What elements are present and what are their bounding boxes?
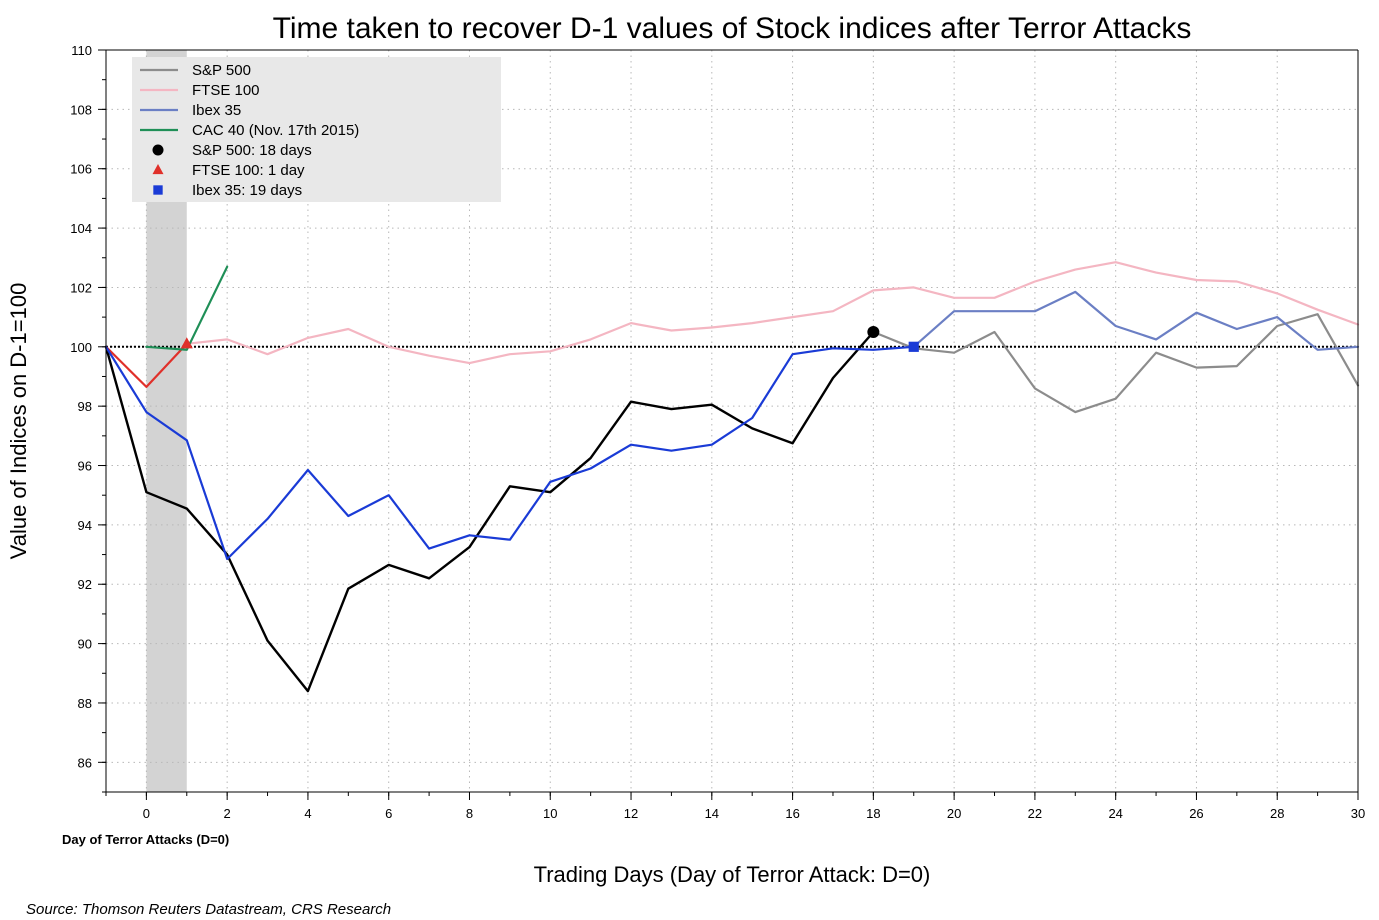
marker-layer <box>180 325 919 352</box>
x-tick-label: 20 <box>947 806 961 821</box>
x-tick-label: 28 <box>1270 806 1284 821</box>
x-tick-label: 30 <box>1351 806 1365 821</box>
series-line-0-1 <box>872 313 1360 414</box>
axes: 0 2 4 6 8 10 12 14 16 18 20 22 24 26 28 308688909294969… <box>70 43 1365 821</box>
y-tick-label: 100 <box>70 340 92 355</box>
y-tick-label: 110 <box>71 43 92 58</box>
legend-label: S&P 500: 18 days <box>192 142 312 159</box>
legend-label: Ibex 35: 19 days <box>192 182 302 199</box>
y-tick-label: 94 <box>78 518 92 533</box>
data-marker-0 <box>867 325 880 338</box>
x-tick-label: 16 <box>785 806 799 821</box>
chart-title: Time taken to recover D-1 values of Stoc… <box>273 12 1192 45</box>
x-tick-label: 8 <box>466 806 473 821</box>
legend-box <box>132 57 501 202</box>
x-axis-label: Trading Days (Day of Terror Attack: D=0) <box>534 862 931 887</box>
x-tick-label: 6 <box>385 806 392 821</box>
legend-label: CAC 40 (Nov. 17th 2015) <box>192 122 359 139</box>
y-tick-label: 98 <box>78 399 92 414</box>
y-tick-label: 106 <box>70 162 92 177</box>
x-tick-label: 2 <box>224 806 231 821</box>
series-line-1-0 <box>104 342 188 388</box>
x-tick-label: 26 <box>1189 806 1203 821</box>
series-layer <box>104 261 1360 693</box>
y-tick-label: 108 <box>70 102 92 117</box>
data-marker-1 <box>180 337 193 349</box>
series-line-3-0 <box>145 265 229 351</box>
y-tick-label: 86 <box>78 755 92 770</box>
y-tick-label: 88 <box>78 696 92 711</box>
legend-marker <box>153 185 163 195</box>
x-tick-label: 14 <box>705 806 719 821</box>
y-tick-label: 92 <box>78 577 92 592</box>
series-line-1-1 <box>185 261 1360 365</box>
attack-day-note: Day of Terror Attacks (D=0) <box>62 832 229 847</box>
x-tick-label: 4 <box>304 806 311 821</box>
source-note: Source: Thomson Reuters Datastream, CRS … <box>26 901 391 918</box>
series-line-2-0 <box>104 345 915 561</box>
x-tick-label: 0 <box>143 806 150 821</box>
data-marker-2 <box>908 341 919 352</box>
y-tick-label: 96 <box>78 459 92 474</box>
series-line-0-0 <box>104 330 875 693</box>
legend-marker <box>152 144 164 156</box>
series-line-2-1 <box>912 290 1360 351</box>
x-tick-label: 24 <box>1108 806 1122 821</box>
legend-label: Ibex 35 <box>192 102 241 119</box>
y-tick-label: 90 <box>78 637 92 652</box>
legend-label: FTSE 100 <box>192 82 260 99</box>
legend-marker <box>152 163 164 175</box>
x-tick-label: 10 <box>543 806 557 821</box>
x-tick-label: 22 <box>1028 806 1042 821</box>
y-axis-label: Value of Indices on D-1=100 <box>6 283 31 560</box>
x-tick-label: 18 <box>866 806 880 821</box>
legend: S&P 500 FTSE 100 Ibex 35 CAC 40 (Nov. 17th … <box>132 57 501 202</box>
legend-label: S&P 500 <box>192 62 251 79</box>
y-tick-label: 102 <box>70 280 92 295</box>
x-tick-label: 12 <box>624 806 638 821</box>
legend-label: FTSE 100: 1 day <box>192 162 305 179</box>
y-tick-label: 104 <box>70 221 92 236</box>
